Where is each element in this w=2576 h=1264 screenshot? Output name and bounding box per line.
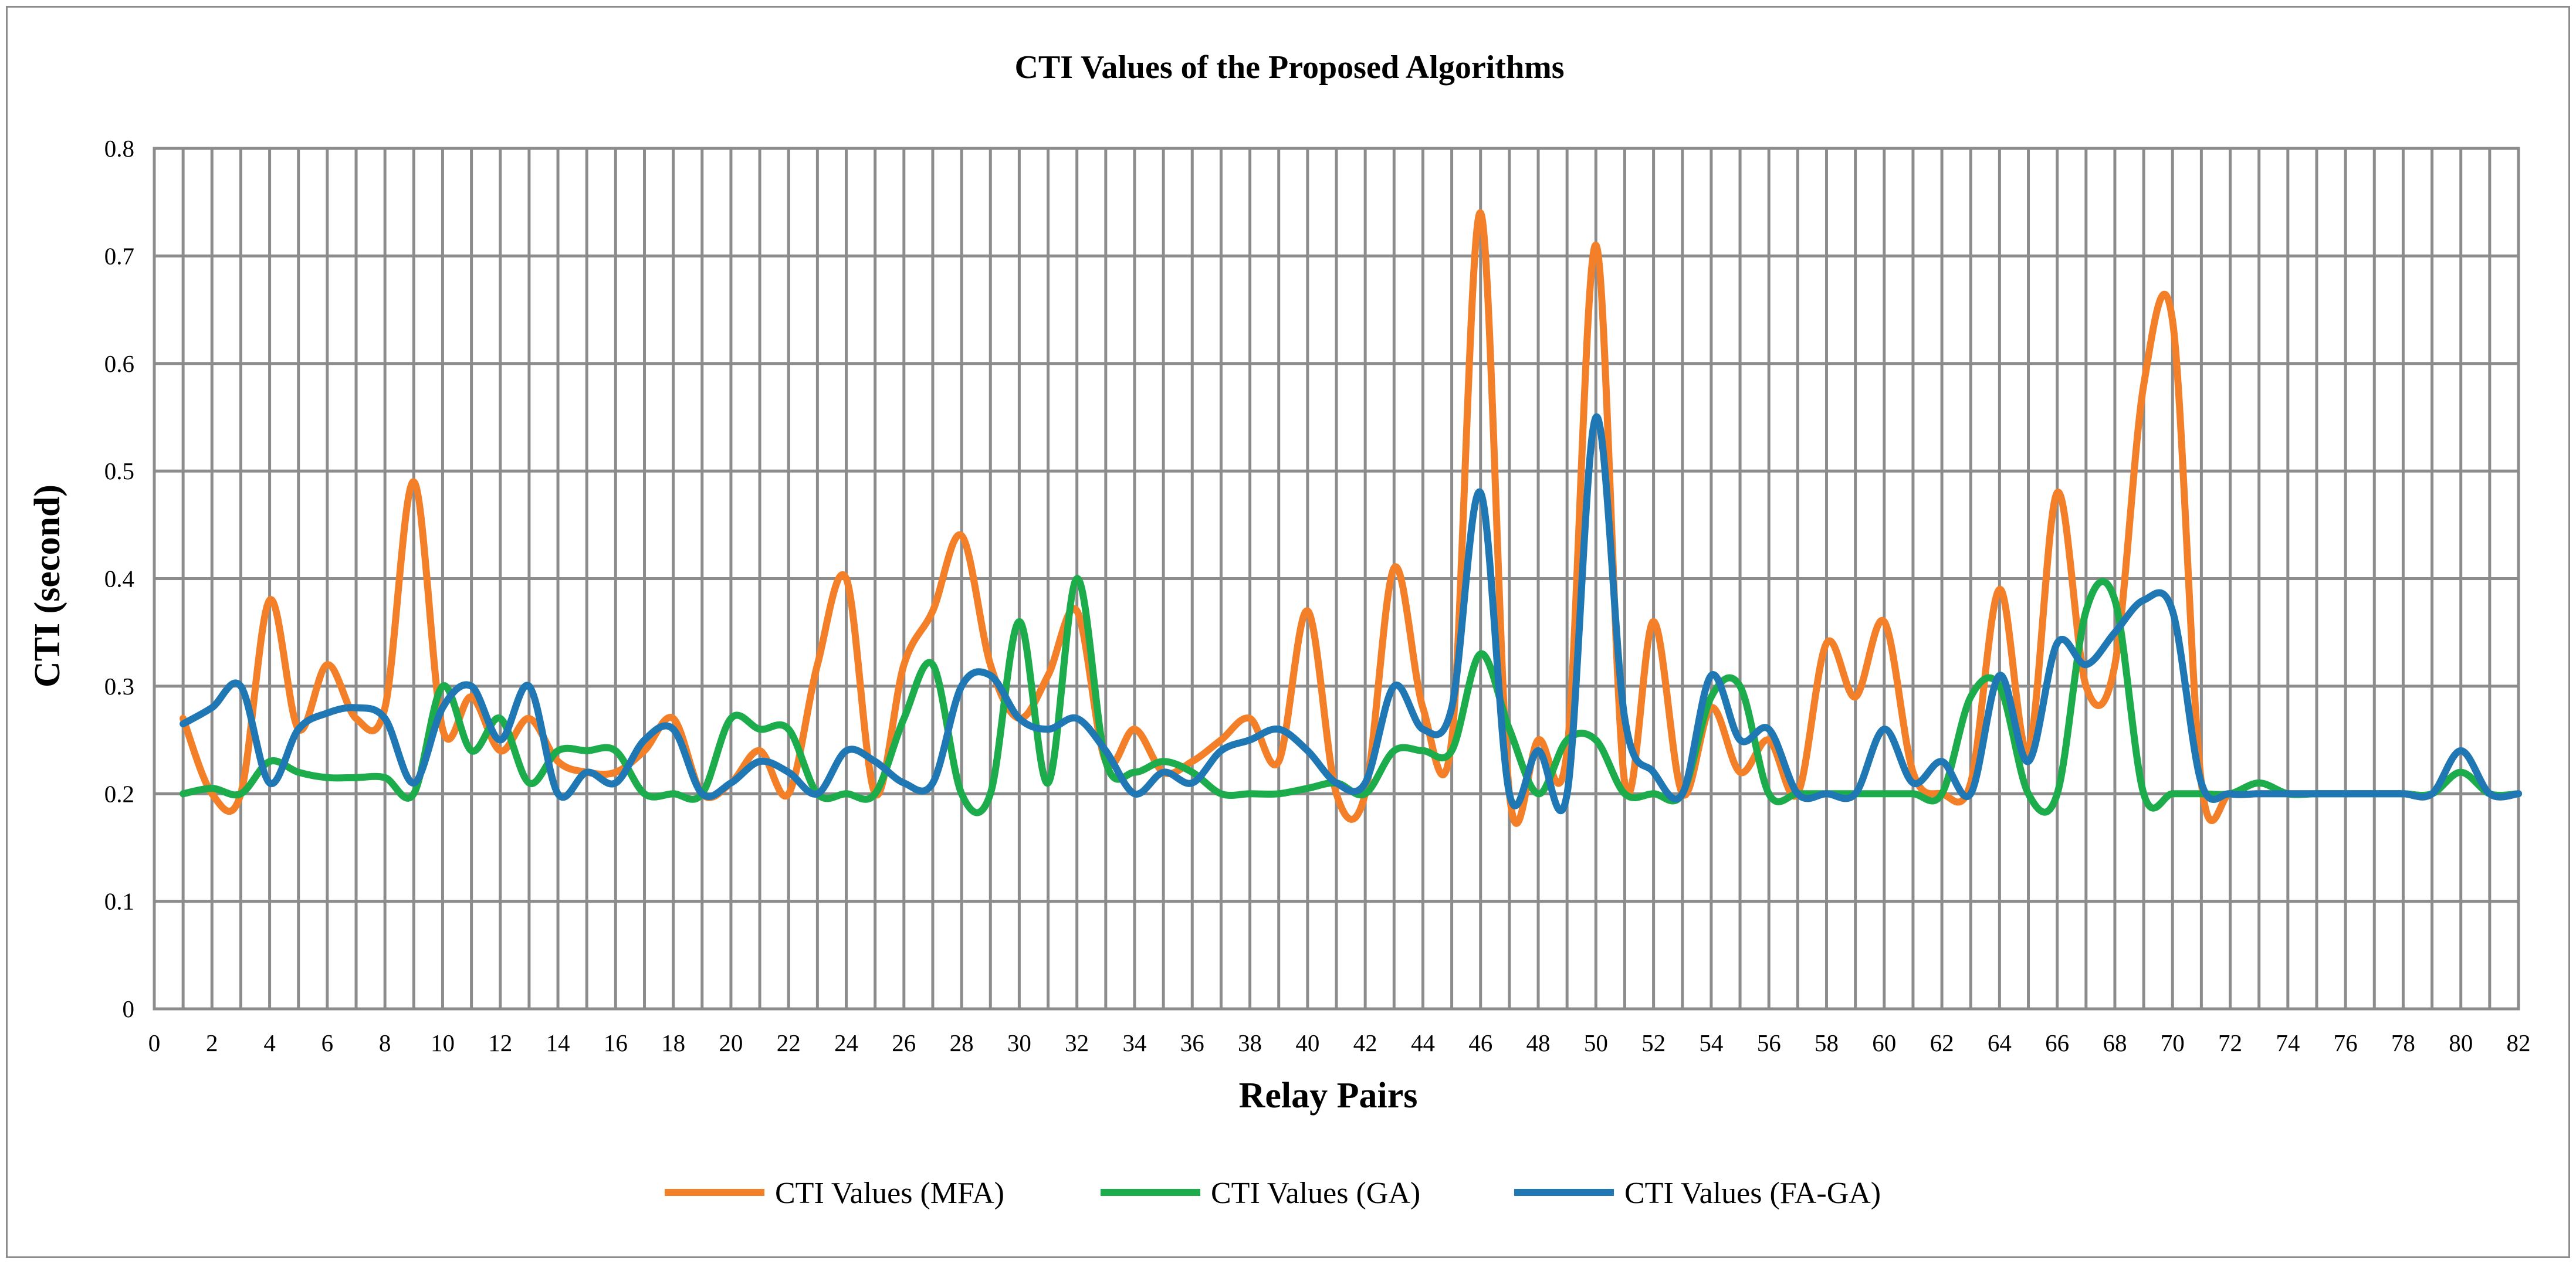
x-tick-label: 4 xyxy=(263,1029,276,1056)
x-tick-label: 50 xyxy=(1584,1029,1608,1056)
x-tick-label: 48 xyxy=(1526,1029,1551,1056)
legend: CTI Values (MFA) CTI Values (GA) CTI Value… xyxy=(665,1177,1881,1210)
x-tick-label: 42 xyxy=(1353,1029,1377,1056)
x-tick-label: 52 xyxy=(1641,1029,1666,1056)
x-tick-label: 78 xyxy=(2391,1029,2415,1056)
x-axis-title: Relay Pairs xyxy=(1239,1076,1418,1116)
x-tick-label: 8 xyxy=(379,1029,391,1056)
x-tick-label: 2 xyxy=(206,1029,218,1056)
x-tick-label: 0 xyxy=(148,1029,161,1056)
y-tick-label: 0.1 xyxy=(104,888,134,915)
plot-area-border xyxy=(153,147,2520,1011)
y-tick-label: 0.2 xyxy=(104,780,134,807)
x-tick-label: 40 xyxy=(1295,1029,1319,1056)
x-tick-label: 68 xyxy=(2103,1029,2127,1056)
legend-label-fa-ga: CTI Values (FA-GA) xyxy=(1624,1177,1881,1210)
y-tick-label: 0.6 xyxy=(104,350,134,377)
x-tick-label: 28 xyxy=(950,1029,974,1056)
y-tick-label: 0.8 xyxy=(104,135,134,162)
y-tick-label: 0.3 xyxy=(104,673,134,700)
x-tick-label: 46 xyxy=(1468,1029,1492,1056)
x-tick-label: 30 xyxy=(1007,1029,1031,1056)
x-tick-label: 12 xyxy=(488,1029,512,1056)
x-tick-label: 82 xyxy=(2507,1029,2531,1056)
x-tick-label: 76 xyxy=(2334,1029,2358,1056)
x-tick-label: 66 xyxy=(2045,1029,2069,1056)
x-tick-label: 72 xyxy=(2218,1029,2242,1056)
tick-layer: 00.10.20.30.40.50.60.70.80 2 4 6 8 10 12 14 16 18… xyxy=(104,135,2531,1056)
x-tick-label: 62 xyxy=(1930,1029,1954,1056)
series-layer xyxy=(180,209,2522,827)
x-tick-label: 44 xyxy=(1411,1029,1435,1056)
x-tick-label: 14 xyxy=(546,1029,570,1056)
x-tick-label: 38 xyxy=(1238,1029,1262,1056)
x-tick-label: 34 xyxy=(1122,1029,1146,1056)
chart-title: CTI Values of the Proposed Algorithms xyxy=(1014,49,1564,86)
y-tick-label: 0 xyxy=(123,995,135,1022)
x-tick-label: 70 xyxy=(2161,1029,2185,1056)
legend-label-mfa: CTI Values (MFA) xyxy=(775,1177,1004,1210)
x-tick-label: 56 xyxy=(1757,1029,1781,1056)
x-tick-label: 64 xyxy=(1988,1029,2012,1056)
x-tick-label: 60 xyxy=(1872,1029,1896,1056)
y-axis-title: CTI (second) xyxy=(28,484,67,687)
x-tick-label: 80 xyxy=(2449,1029,2473,1056)
x-tick-label: 24 xyxy=(834,1029,858,1056)
x-tick-label: 22 xyxy=(777,1029,801,1056)
y-tick-label: 0.4 xyxy=(104,565,134,592)
x-tick-label: 36 xyxy=(1180,1029,1204,1056)
series-line-mfa xyxy=(180,209,2522,827)
y-tick-label: 0.7 xyxy=(104,242,134,269)
x-tick-label: 74 xyxy=(2276,1029,2300,1056)
x-tick-label: 20 xyxy=(719,1029,743,1056)
y-tick-label: 0.5 xyxy=(104,458,134,484)
x-tick-label: 26 xyxy=(892,1029,916,1056)
grid-layer xyxy=(153,147,2520,1011)
x-tick-label: 10 xyxy=(431,1029,455,1056)
chart-frame: 0 0.1 0.2 0.3 0.4 0.5 0.6 0.7 0.8 0 2 4 6 8 10 12 14 16 18… xyxy=(6,6,2570,1258)
x-tick-label: 54 xyxy=(1699,1029,1723,1056)
x-tick-label: 6 xyxy=(321,1029,334,1056)
legend-label-ga: CTI Values (GA) xyxy=(1211,1177,1420,1210)
x-tick-label: 16 xyxy=(604,1029,628,1056)
series-line-fa-ga xyxy=(180,414,2522,815)
x-tick-label: 18 xyxy=(661,1029,685,1056)
x-tick-label: 32 xyxy=(1065,1029,1089,1056)
chart-svg: 00.10.20.30.40.50.60.70.80 2 4 6 8 10 12 14 16 18… xyxy=(28,49,2531,1210)
x-tick-label: 58 xyxy=(1815,1029,1839,1056)
